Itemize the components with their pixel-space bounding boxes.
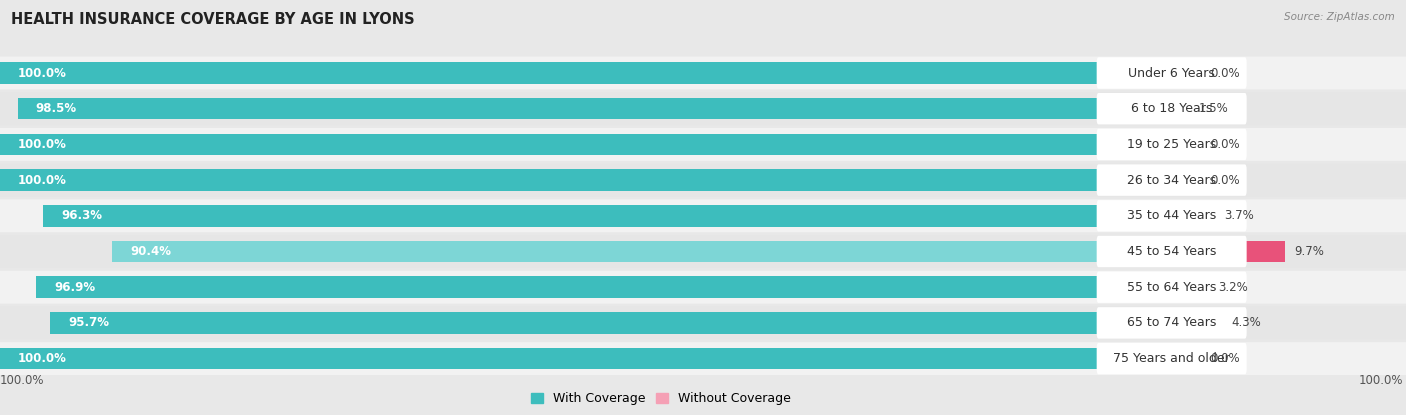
Text: 45 to 54 Years: 45 to 54 Years bbox=[1128, 245, 1216, 258]
Text: 6 to 18 Years: 6 to 18 Years bbox=[1130, 102, 1212, 115]
FancyBboxPatch shape bbox=[0, 235, 1406, 268]
Text: 0.0%: 0.0% bbox=[1211, 173, 1240, 187]
Text: 100.0%: 100.0% bbox=[18, 352, 66, 365]
FancyBboxPatch shape bbox=[1097, 93, 1247, 124]
Bar bbox=[112, 241, 1171, 262]
Bar bbox=[51, 312, 1171, 334]
Text: 0.0%: 0.0% bbox=[1211, 66, 1240, 80]
FancyBboxPatch shape bbox=[1097, 164, 1247, 196]
Bar bbox=[1171, 348, 1201, 369]
Text: 1.5%: 1.5% bbox=[1198, 102, 1229, 115]
Text: 0.0%: 0.0% bbox=[1211, 352, 1240, 365]
Text: 75 Years and older: 75 Years and older bbox=[1114, 352, 1230, 365]
FancyBboxPatch shape bbox=[0, 271, 1406, 304]
Text: 96.3%: 96.3% bbox=[60, 209, 101, 222]
Text: HEALTH INSURANCE COVERAGE BY AGE IN LYONS: HEALTH INSURANCE COVERAGE BY AGE IN LYON… bbox=[11, 12, 415, 27]
FancyBboxPatch shape bbox=[1097, 57, 1247, 89]
Text: 100.0%: 100.0% bbox=[0, 374, 45, 387]
Bar bbox=[0, 348, 1171, 369]
Bar bbox=[0, 62, 1171, 84]
Text: 100.0%: 100.0% bbox=[18, 66, 66, 80]
FancyBboxPatch shape bbox=[1097, 307, 1247, 339]
Bar bbox=[0, 169, 1171, 191]
Bar bbox=[1171, 205, 1215, 227]
Text: Source: ZipAtlas.com: Source: ZipAtlas.com bbox=[1284, 12, 1395, 22]
Bar bbox=[1171, 276, 1209, 298]
FancyBboxPatch shape bbox=[1097, 343, 1247, 374]
Bar bbox=[18, 98, 1171, 120]
Bar bbox=[1171, 169, 1201, 191]
FancyBboxPatch shape bbox=[1097, 236, 1247, 267]
Bar bbox=[0, 134, 1171, 155]
Text: 96.9%: 96.9% bbox=[53, 281, 96, 294]
FancyBboxPatch shape bbox=[0, 128, 1406, 161]
Text: 3.2%: 3.2% bbox=[1219, 281, 1249, 294]
Text: 3.7%: 3.7% bbox=[1225, 209, 1254, 222]
FancyBboxPatch shape bbox=[1097, 271, 1247, 303]
Text: 9.7%: 9.7% bbox=[1295, 245, 1324, 258]
FancyBboxPatch shape bbox=[0, 342, 1406, 375]
FancyBboxPatch shape bbox=[1097, 200, 1247, 232]
Text: 0.0%: 0.0% bbox=[1211, 138, 1240, 151]
Legend: With Coverage, Without Coverage: With Coverage, Without Coverage bbox=[530, 393, 792, 405]
FancyBboxPatch shape bbox=[0, 306, 1406, 339]
Bar bbox=[1171, 134, 1201, 155]
Text: 100.0%: 100.0% bbox=[18, 138, 66, 151]
Text: 98.5%: 98.5% bbox=[35, 102, 76, 115]
Text: 90.4%: 90.4% bbox=[131, 245, 172, 258]
FancyBboxPatch shape bbox=[1097, 129, 1247, 160]
Text: 4.3%: 4.3% bbox=[1232, 316, 1261, 330]
FancyBboxPatch shape bbox=[0, 56, 1406, 89]
Text: 19 to 25 Years: 19 to 25 Years bbox=[1128, 138, 1216, 151]
Bar bbox=[1171, 241, 1285, 262]
FancyBboxPatch shape bbox=[0, 92, 1406, 125]
Text: 95.7%: 95.7% bbox=[67, 316, 108, 330]
Text: 100.0%: 100.0% bbox=[1360, 374, 1403, 387]
Bar bbox=[37, 276, 1171, 298]
FancyBboxPatch shape bbox=[0, 164, 1406, 197]
Text: 100.0%: 100.0% bbox=[18, 173, 66, 187]
Text: 35 to 44 Years: 35 to 44 Years bbox=[1128, 209, 1216, 222]
Text: 55 to 64 Years: 55 to 64 Years bbox=[1128, 281, 1216, 294]
Bar bbox=[1171, 312, 1222, 334]
Text: Under 6 Years: Under 6 Years bbox=[1128, 66, 1215, 80]
Bar bbox=[1171, 98, 1189, 120]
Bar bbox=[44, 205, 1171, 227]
Text: 26 to 34 Years: 26 to 34 Years bbox=[1128, 173, 1216, 187]
Text: 65 to 74 Years: 65 to 74 Years bbox=[1128, 316, 1216, 330]
FancyBboxPatch shape bbox=[0, 199, 1406, 232]
Bar bbox=[1171, 62, 1201, 84]
